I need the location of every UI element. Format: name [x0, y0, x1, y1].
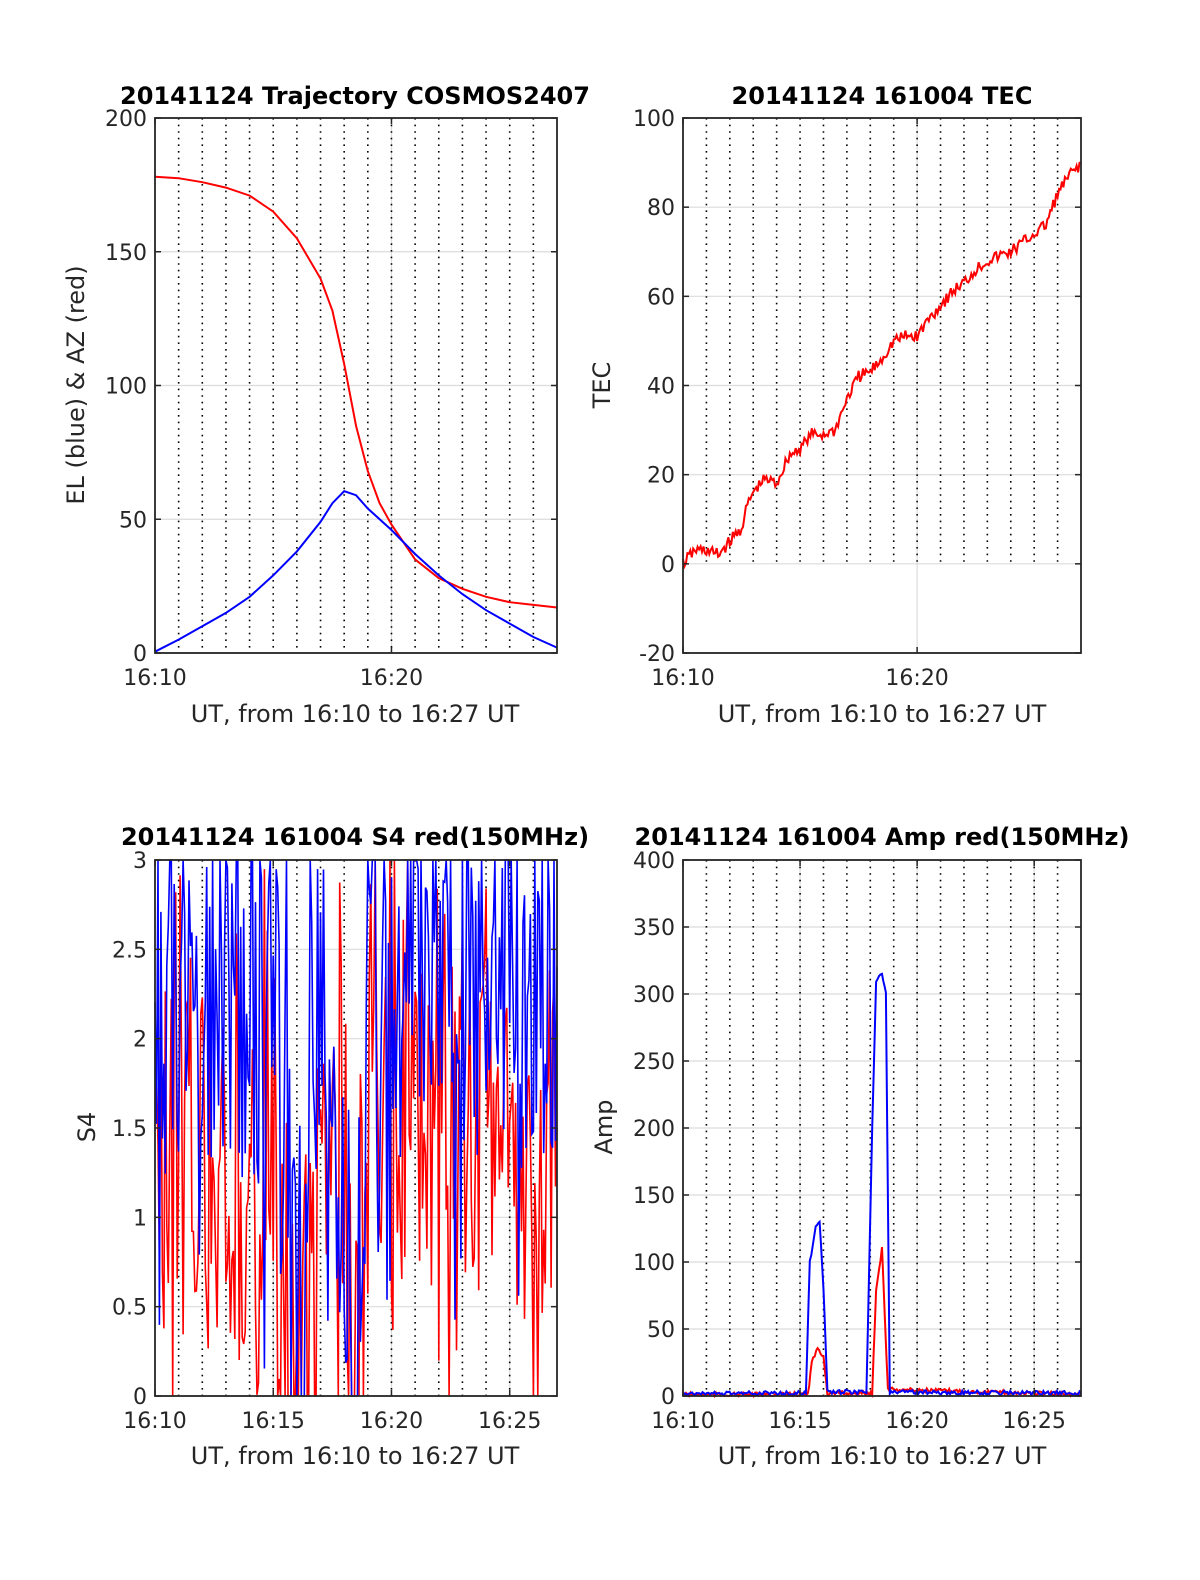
- s4-xlabel: UT, from 16:10 to 16:27 UT: [191, 1442, 520, 1470]
- amp-ytick-label: 100: [633, 1251, 675, 1276]
- tec-xtick-label: 16:20: [885, 666, 948, 691]
- amp-ytick-label: 350: [633, 916, 675, 941]
- amp-xtick-label: 16:15: [768, 1409, 831, 1434]
- tec-ytick-label: 60: [647, 285, 675, 310]
- trajectory-series-line: [154, 490, 558, 653]
- tec-ytick-label: 20: [647, 464, 675, 489]
- trajectory-xtick-label: 16:10: [123, 666, 186, 691]
- s4-xtick-label: 16:20: [360, 1409, 423, 1434]
- trajectory-ytick-label: 150: [105, 241, 147, 266]
- trajectory-ytick-label: 0: [133, 642, 147, 667]
- trajectory-ytick-label: 50: [119, 508, 147, 533]
- s4-xtick-label: 16:25: [478, 1409, 541, 1434]
- tec-ytick-label: -20: [639, 642, 675, 667]
- amp-xtick-label: 16:20: [885, 1409, 948, 1434]
- s4-ytick-label: 0.5: [112, 1296, 147, 1321]
- tec-ytick-label: 40: [647, 375, 675, 400]
- s4-ytick-label: 0: [133, 1385, 147, 1410]
- s4-ytick-label: 1.5: [112, 1117, 147, 1142]
- amp-series-line: [682, 972, 1082, 1398]
- tec-ytick-label: 0: [661, 553, 675, 578]
- s4-ytick-label: 2.5: [112, 938, 147, 963]
- tec-xtick-label: 16:10: [651, 666, 714, 691]
- tec-title: 20141124 161004 TEC: [732, 82, 1033, 110]
- amp-ytick-label: 150: [633, 1184, 675, 1209]
- amp-title: 20141124 161004 Amp red(150MHz): [635, 823, 1130, 851]
- amp-ytick-label: 250: [633, 1050, 675, 1075]
- tec-ytick-label: 80: [647, 196, 675, 221]
- tec-panel: 20141124 161004 TEC UT, from 16:10 to 16…: [588, 82, 1082, 728]
- s4-xtick-label: 16:10: [123, 1409, 186, 1434]
- trajectory-ylabel: EL (blue) & AZ (red): [62, 265, 90, 504]
- s4-ylabel: S4: [73, 1112, 101, 1143]
- trajectory-ytick-label: 100: [105, 375, 147, 400]
- trajectory-xlabel: UT, from 16:10 to 16:27 UT: [191, 700, 520, 728]
- trajectory-xtick-label: 16:20: [360, 666, 423, 691]
- amp-xtick-label: 16:10: [651, 1409, 714, 1434]
- amp-ytick-label: 0: [661, 1385, 675, 1410]
- amp-panel: 20141124 161004 Amp red(150MHz) UT, from…: [590, 823, 1129, 1470]
- tec-xlabel: UT, from 16:10 to 16:27 UT: [718, 700, 1047, 728]
- trajectory-series-line: [154, 175, 558, 609]
- tec-ytick-label: 100: [633, 107, 675, 132]
- trajectory-ytick-label: 200: [105, 107, 147, 132]
- amp-ytick-label: 400: [633, 849, 675, 874]
- amp-ytick-label: 50: [647, 1318, 675, 1343]
- amp-ylabel: Amp: [590, 1099, 618, 1154]
- tec-ylabel: TEC: [588, 362, 616, 410]
- amp-xlabel: UT, from 16:10 to 16:27 UT: [718, 1442, 1047, 1470]
- s4-ytick-label: 3: [133, 849, 147, 874]
- s4-ytick-label: 2: [133, 1028, 147, 1053]
- s4-ytick-label: 1: [133, 1206, 147, 1231]
- s4-xtick-label: 16:15: [242, 1409, 305, 1434]
- trajectory-title: 20141124 Trajectory COSMOS2407: [120, 82, 590, 110]
- amp-xtick-label: 16:25: [1002, 1409, 1065, 1434]
- amp-series-line: [682, 1246, 1082, 1399]
- amp-ytick-label: 300: [633, 983, 675, 1008]
- tec-series-line: [682, 161, 1082, 570]
- s4-panel: 20141124 161004 S4 red(150MHz) UT, from …: [73, 823, 589, 1470]
- amp-ytick-label: 200: [633, 1117, 675, 1142]
- trajectory-panel: 20141124 Trajectory COSMOS2407 UT, from …: [62, 82, 590, 728]
- s4-title: 20141124 161004 S4 red(150MHz): [121, 823, 589, 851]
